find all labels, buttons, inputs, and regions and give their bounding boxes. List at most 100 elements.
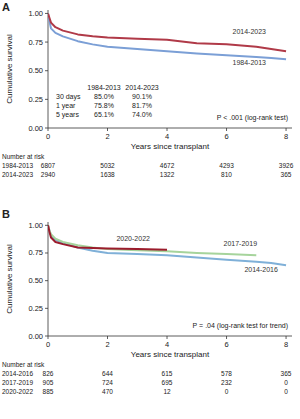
plot-area	[48, 13, 286, 59]
x-tick-label: 0	[46, 340, 50, 349]
survival-curve	[48, 13, 286, 51]
risk-cell: 2940	[41, 171, 56, 178]
x-tick-label: 0	[46, 132, 50, 141]
risk-cell: 12	[163, 388, 171, 395]
y-tick	[45, 13, 48, 14]
y-tick	[45, 99, 48, 100]
x-tick-label: 4	[165, 340, 169, 349]
y-tick	[45, 42, 48, 43]
y-tick	[45, 70, 48, 71]
x-tick	[107, 336, 108, 339]
y-tick-label: 0.25	[28, 95, 43, 104]
survival-curve	[48, 225, 286, 265]
x-tick	[48, 128, 49, 131]
curve-label: 2014-2016	[244, 266, 278, 273]
risk-cell: 1638	[100, 171, 115, 178]
y-tick-label: 1.00	[28, 9, 43, 18]
x-tick	[226, 128, 227, 131]
risk-cell: 365	[281, 370, 292, 377]
table-row-label: 1 year	[56, 102, 76, 110]
y-axis	[48, 222, 49, 336]
survival-curve	[48, 225, 256, 255]
table-cell: 81.7%	[132, 102, 152, 109]
risk-cell: 5032	[100, 162, 115, 169]
y-tick	[45, 225, 48, 226]
y-tick	[45, 280, 48, 281]
risk-cell: 885	[43, 388, 54, 395]
x-axis	[48, 128, 292, 129]
risk-cell: 0	[225, 388, 229, 395]
risk-cell: 724	[102, 379, 113, 386]
y-tick-label: 0.75	[28, 248, 43, 257]
x-axis-title: Years since transplant	[131, 142, 210, 151]
table-cell: 74.0%	[132, 111, 152, 118]
table-cell: 75.8%	[94, 102, 114, 109]
risk-cell: 4293	[219, 162, 234, 169]
risk-cell: 3926	[279, 162, 294, 169]
risk-row-label: 2014-2016	[2, 370, 33, 377]
table-header: 2014-2023	[125, 84, 159, 91]
x-tick-label: 2	[105, 132, 109, 141]
table-cell: 90.1%	[132, 93, 152, 100]
curve-label: 2020-2022	[116, 235, 150, 242]
x-tick-label: 2	[105, 340, 109, 349]
panel-label: B	[2, 208, 10, 220]
table-cell: 65.1%	[94, 111, 114, 118]
y-tick-label: 0.25	[28, 304, 43, 313]
x-tick	[286, 128, 287, 131]
x-tick	[48, 336, 49, 339]
table-header: 1984-2013	[87, 84, 121, 91]
risk-cell: 644	[102, 370, 113, 377]
risk-cell: 810	[221, 171, 232, 178]
risk-cell: 4672	[160, 162, 175, 169]
risk-cell: 470	[102, 388, 113, 395]
survival-curve	[48, 225, 167, 249]
risk-cell: 1322	[160, 171, 175, 178]
x-tick-label: 4	[165, 132, 169, 141]
curve-label: 2017-2019	[224, 240, 258, 247]
risk-cell: 615	[162, 370, 173, 377]
x-tick	[226, 336, 227, 339]
x-tick	[107, 128, 108, 131]
x-tick	[286, 336, 287, 339]
y-tick	[45, 336, 48, 337]
y-tick	[45, 252, 48, 253]
x-tick	[167, 336, 168, 339]
risk-row-label: 2014-2023	[2, 171, 33, 178]
risk-cell: 6807	[41, 162, 56, 169]
risk-cell: 905	[43, 379, 54, 386]
table-row-label: 5 years	[56, 111, 79, 119]
x-tick-label: 6	[224, 132, 228, 141]
risk-cell: 0	[284, 388, 288, 395]
risk-cell: 232	[221, 379, 232, 386]
risk-row-label: 2020-2022	[2, 388, 33, 395]
x-tick-label: 8	[284, 132, 288, 141]
annotation: P < .001 (log-rank test)	[217, 114, 288, 122]
x-axis-title: Years since transplant	[131, 350, 210, 359]
y-axis-title: Cumulative survival	[5, 244, 14, 314]
risk-cell: 0	[284, 379, 288, 386]
x-tick	[167, 128, 168, 131]
annotation: P = .04 (log-rank test for trend)	[193, 322, 288, 330]
risk-cell: 695	[162, 379, 173, 386]
risk-cell: 365	[281, 171, 292, 178]
curve-label: 1984-2013	[232, 59, 266, 66]
y-tick	[45, 308, 48, 309]
y-axis	[48, 10, 49, 128]
curve-label: 2014-2023	[232, 28, 266, 35]
risk-row-label: 2017-2019	[2, 379, 33, 386]
x-axis	[48, 336, 292, 337]
y-axis-title: Cumulative survival	[5, 34, 14, 104]
y-tick-label: 0.50	[28, 276, 43, 285]
risk-table-title: Number at risk	[2, 361, 45, 368]
y-tick-label: 0.00	[28, 124, 43, 133]
plot-area	[48, 225, 286, 265]
x-tick-label: 8	[284, 340, 288, 349]
x-tick-label: 6	[224, 340, 228, 349]
y-tick-label: 1.00	[28, 221, 43, 230]
figure: A 0.00 0.25 0.50 0.75 1.00 0 2 4 6 8 Cumulative sur…	[0, 0, 300, 419]
survival-curve	[48, 13, 286, 59]
y-tick	[45, 128, 48, 129]
y-tick-label: 0.00	[28, 332, 43, 341]
panel-label: A	[2, 1, 10, 13]
